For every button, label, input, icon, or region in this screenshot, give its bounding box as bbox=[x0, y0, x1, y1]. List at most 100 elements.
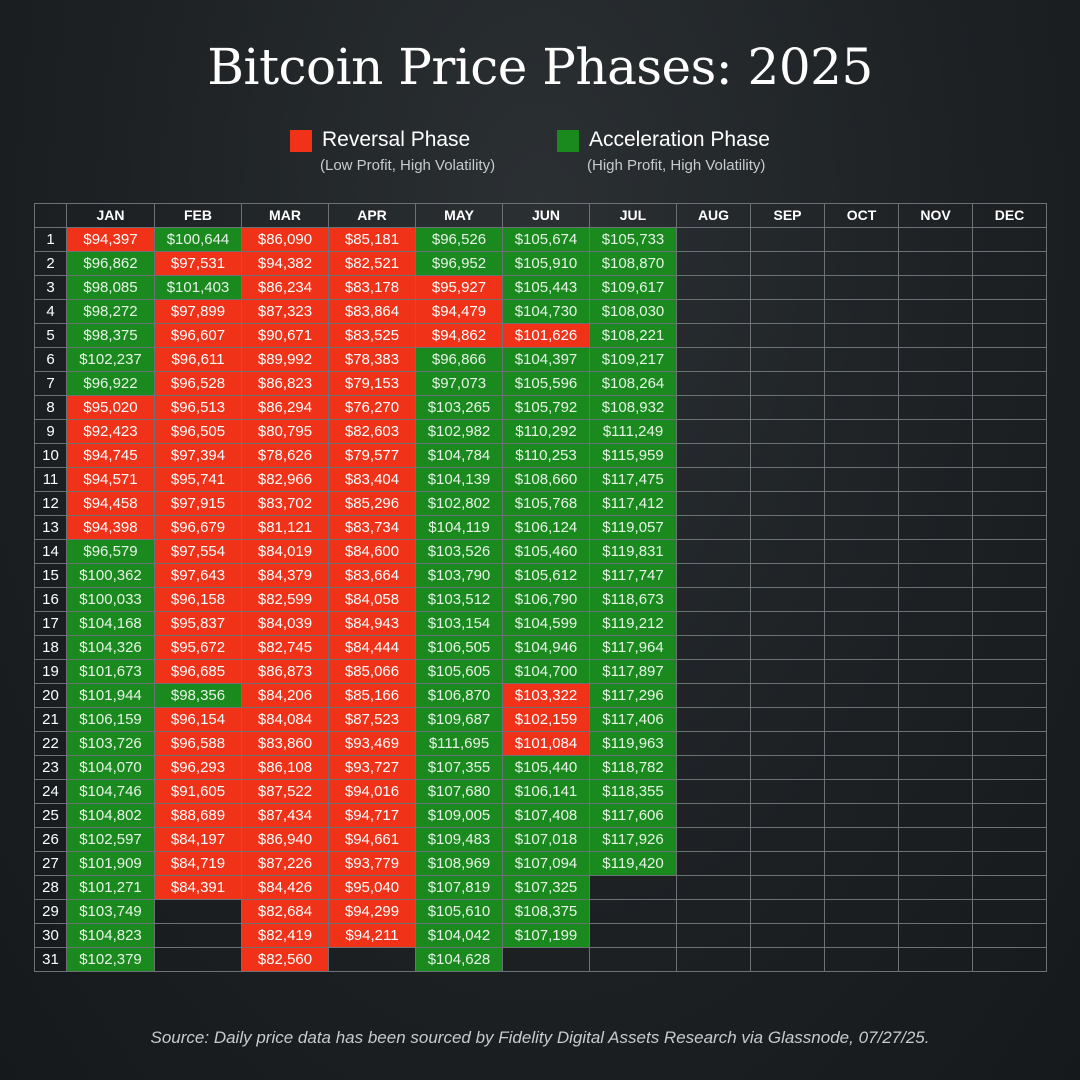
price-cell: $91,605 bbox=[154, 779, 242, 804]
empty-cell bbox=[898, 395, 973, 420]
day-label: 31 bbox=[34, 947, 67, 972]
price-cell: $104,326 bbox=[66, 635, 155, 660]
price-cell: $101,944 bbox=[66, 683, 155, 708]
month-header: OCT bbox=[824, 203, 899, 228]
empty-cell bbox=[750, 683, 825, 708]
price-cell: $105,674 bbox=[502, 227, 590, 252]
empty-cell bbox=[824, 275, 899, 300]
price-cell: $96,154 bbox=[154, 707, 242, 732]
table-row: 13 $94,398 $96,679 $81,121 $83,734 $104,119 $1… bbox=[34, 515, 1047, 540]
legend-acceleration-label: Acceleration Phase bbox=[589, 128, 770, 151]
empty-cell bbox=[824, 299, 899, 324]
price-cell: $103,526 bbox=[415, 539, 503, 564]
empty-cell bbox=[972, 899, 1047, 924]
price-cell: $104,168 bbox=[66, 611, 155, 636]
empty-cell bbox=[154, 947, 242, 972]
empty-cell bbox=[972, 275, 1047, 300]
empty-cell bbox=[972, 683, 1047, 708]
table-row: 26 $102,597 $84,197 $86,940 $94,661 $109,483 $… bbox=[34, 827, 1047, 852]
price-cell: $106,870 bbox=[415, 683, 503, 708]
empty-cell bbox=[676, 563, 751, 588]
table-row: 25 $104,802 $88,689 $87,434 $94,717 $109,005 $… bbox=[34, 803, 1047, 828]
empty-cell bbox=[972, 587, 1047, 612]
empty-cell bbox=[676, 923, 751, 948]
price-cell: $109,483 bbox=[415, 827, 503, 852]
price-cell: $83,525 bbox=[328, 323, 416, 348]
price-cell: $93,727 bbox=[328, 755, 416, 780]
empty-cell bbox=[824, 587, 899, 612]
empty-cell bbox=[972, 323, 1047, 348]
price-cell: $104,042 bbox=[415, 923, 503, 948]
price-cell: $104,070 bbox=[66, 755, 155, 780]
table-row: 5 $98,375 $96,607 $90,671 $83,525 $94,862 $101… bbox=[34, 323, 1047, 348]
empty-cell bbox=[898, 947, 973, 972]
price-cell: $105,443 bbox=[502, 275, 590, 300]
price-cell: $100,644 bbox=[154, 227, 242, 252]
price-cell: $117,964 bbox=[589, 635, 677, 660]
empty-cell bbox=[898, 467, 973, 492]
empty-cell bbox=[898, 563, 973, 588]
empty-cell bbox=[154, 923, 242, 948]
price-cell: $87,522 bbox=[241, 779, 329, 804]
price-cell: $107,094 bbox=[502, 851, 590, 876]
empty-cell bbox=[676, 947, 751, 972]
empty-cell bbox=[676, 899, 751, 924]
table-row: 20 $101,944 $98,356 $84,206 $85,166 $106,870 $… bbox=[34, 683, 1047, 708]
empty-cell bbox=[898, 251, 973, 276]
day-label: 11 bbox=[34, 467, 67, 492]
empty-cell bbox=[750, 803, 825, 828]
price-cell: $119,420 bbox=[589, 851, 677, 876]
price-cell: $106,124 bbox=[502, 515, 590, 540]
price-cell: $108,932 bbox=[589, 395, 677, 420]
price-cell: $96,952 bbox=[415, 251, 503, 276]
empty-cell bbox=[972, 227, 1047, 252]
table-row: 24 $104,746 $91,605 $87,522 $94,016 $107,680 $… bbox=[34, 779, 1047, 804]
table-row: 29 $103,749 $82,684 $94,299 $105,610 $108,375 bbox=[34, 899, 1047, 924]
empty-cell bbox=[676, 731, 751, 756]
empty-cell bbox=[898, 587, 973, 612]
empty-cell bbox=[676, 827, 751, 852]
price-cell: $94,458 bbox=[66, 491, 155, 516]
day-label: 25 bbox=[34, 803, 67, 828]
price-cell: $107,018 bbox=[502, 827, 590, 852]
empty-cell bbox=[589, 875, 677, 900]
empty-cell bbox=[972, 851, 1047, 876]
month-header: MAR bbox=[241, 203, 329, 228]
empty-cell bbox=[676, 347, 751, 372]
price-cell: $106,505 bbox=[415, 635, 503, 660]
empty-cell bbox=[750, 779, 825, 804]
empty-cell bbox=[898, 899, 973, 924]
price-cell: $84,943 bbox=[328, 611, 416, 636]
empty-cell bbox=[676, 251, 751, 276]
table-row: 30 $104,823 $82,419 $94,211 $104,042 $107,199 bbox=[34, 923, 1047, 948]
price-cell: $83,664 bbox=[328, 563, 416, 588]
price-cell: $83,860 bbox=[241, 731, 329, 756]
price-table: JAN FEB MAR APR MAY JUN JUL AUG SEP OCT NOV DEC 1 $9… bbox=[34, 203, 1047, 972]
empty-cell bbox=[972, 611, 1047, 636]
empty-cell bbox=[750, 515, 825, 540]
price-cell: $82,521 bbox=[328, 251, 416, 276]
price-cell: $85,296 bbox=[328, 491, 416, 516]
empty-cell bbox=[824, 755, 899, 780]
acceleration-swatch bbox=[557, 130, 579, 152]
day-label: 18 bbox=[34, 635, 67, 660]
empty-cell bbox=[750, 707, 825, 732]
empty-cell bbox=[676, 395, 751, 420]
empty-cell bbox=[972, 443, 1047, 468]
empty-cell bbox=[824, 899, 899, 924]
empty-cell bbox=[589, 899, 677, 924]
price-cell: $98,085 bbox=[66, 275, 155, 300]
empty-cell bbox=[750, 371, 825, 396]
legend-acceleration-sub: (High Profit, High Volatility) bbox=[587, 157, 766, 174]
price-cell: $107,408 bbox=[502, 803, 590, 828]
table-row: 4 $98,272 $97,899 $87,323 $83,864 $94,479 $104… bbox=[34, 299, 1047, 324]
price-cell: $108,030 bbox=[589, 299, 677, 324]
empty-cell bbox=[750, 251, 825, 276]
empty-cell bbox=[676, 275, 751, 300]
price-cell: $101,271 bbox=[66, 875, 155, 900]
reversal-swatch bbox=[290, 130, 312, 152]
table-row: 16 $100,033 $96,158 $82,599 $84,058 $103,512 $… bbox=[34, 587, 1047, 612]
empty-cell bbox=[750, 491, 825, 516]
table-row: 22 $103,726 $96,588 $83,860 $93,469 $111,695 $… bbox=[34, 731, 1047, 756]
empty-cell bbox=[972, 419, 1047, 444]
